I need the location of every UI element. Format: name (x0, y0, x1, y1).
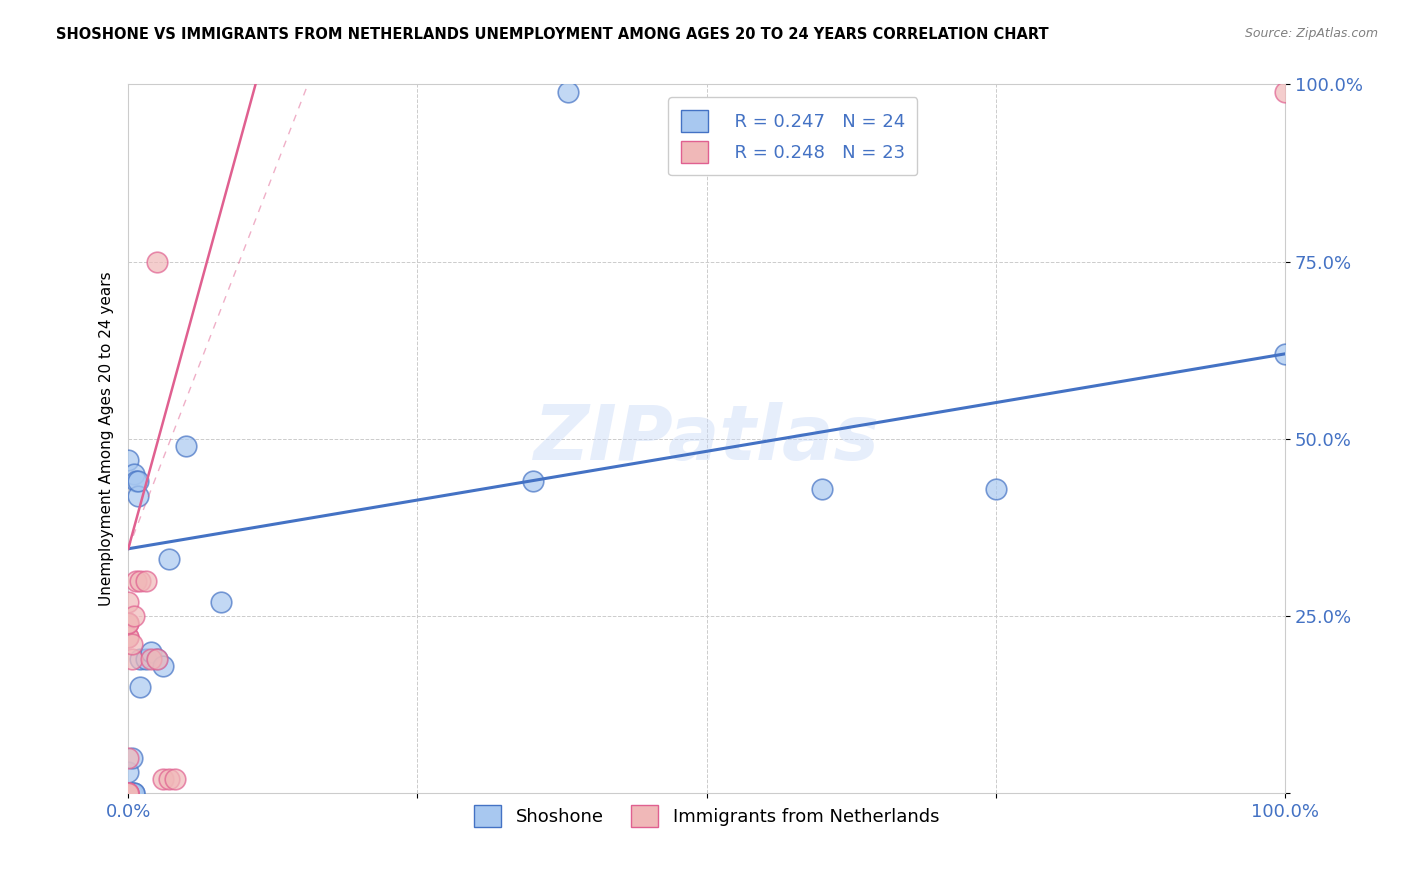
Point (117, 786, 139, 800)
Point (125, 574, 148, 588)
Point (117, 616, 139, 631)
Point (117, 786, 139, 800)
Text: ZIPatlas: ZIPatlas (534, 402, 880, 476)
Point (127, 489, 149, 503)
Point (152, 772, 174, 787)
Point (984, 482, 1007, 496)
Point (174, 439, 197, 453)
Point (141, 651, 163, 665)
Point (117, 765, 139, 780)
Point (557, 85, 579, 99)
Point (121, 786, 143, 800)
Point (163, 772, 186, 787)
Point (135, 574, 157, 588)
Point (117, 631, 139, 645)
Point (1274, 85, 1296, 99)
Point (135, 651, 157, 665)
Point (121, 651, 143, 665)
Point (209, 595, 232, 609)
Point (127, 475, 149, 489)
Point (811, 482, 834, 496)
Point (128, 574, 150, 588)
Point (146, 651, 169, 665)
Point (146, 254, 169, 268)
Point (122, 786, 145, 800)
Y-axis label: Unemployment Among Ages 20 to 24 years: Unemployment Among Ages 20 to 24 years (100, 271, 114, 607)
Text: Source: ZipAtlas.com: Source: ZipAtlas.com (1244, 27, 1378, 40)
Legend: Shoshone, Immigrants from Netherlands: Shoshone, Immigrants from Netherlands (467, 797, 946, 834)
Point (128, 651, 150, 665)
Point (117, 786, 139, 800)
Point (121, 638, 143, 652)
Point (1274, 347, 1296, 361)
Point (146, 651, 169, 665)
Point (125, 475, 148, 489)
Point (117, 786, 139, 800)
Point (128, 680, 150, 694)
Point (122, 786, 145, 800)
Point (117, 631, 139, 645)
Text: SHOSHONE VS IMMIGRANTS FROM NETHERLANDS UNEMPLOYMENT AMONG AGES 20 TO 24 YEARS C: SHOSHONE VS IMMIGRANTS FROM NETHERLANDS … (56, 27, 1049, 42)
Point (122, 467, 145, 482)
Point (122, 609, 145, 624)
Point (157, 772, 180, 787)
Point (157, 552, 180, 566)
Point (117, 595, 139, 609)
Point (117, 453, 139, 467)
Point (117, 751, 139, 765)
Point (141, 644, 163, 658)
Point (121, 751, 143, 765)
Point (152, 658, 174, 673)
Point (522, 475, 544, 489)
Point (117, 616, 139, 631)
